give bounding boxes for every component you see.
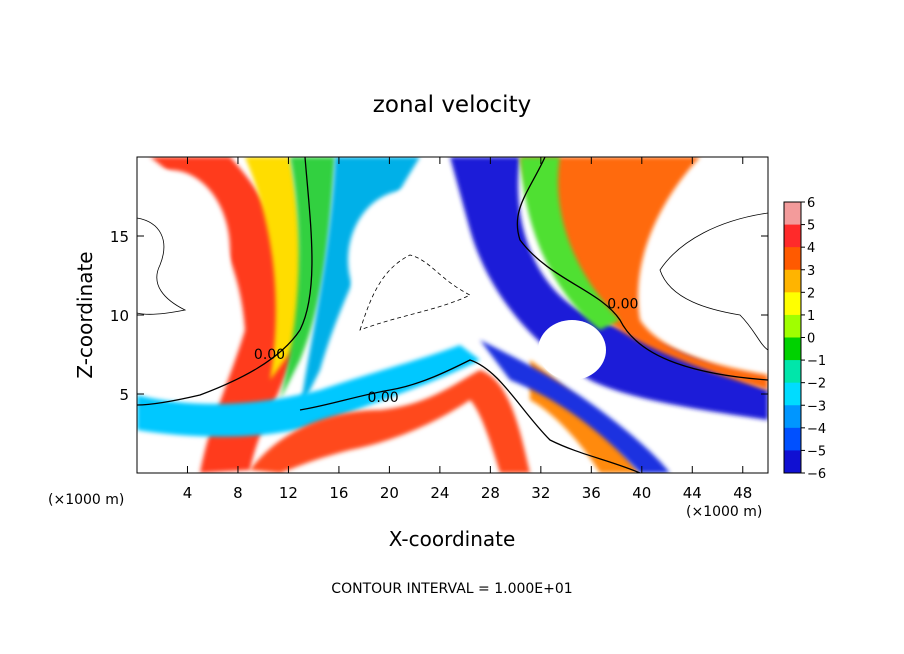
- y-axis-label: Z-coordinate: [73, 251, 97, 378]
- x-axis-ticks: 4 8 12 16 20 24 28 32 36 40 44 48: [183, 157, 752, 502]
- colorbar: 6 5 4 3 2 1 0 −1 −2 −3 −4 −5 −6: [783, 196, 826, 482]
- colorbar-swatch: [784, 427, 801, 451]
- velocity-field: [137, 157, 768, 473]
- y-tick-label: 5: [119, 386, 129, 404]
- positive-jet-left: [150, 157, 300, 473]
- x-tick-label: 16: [329, 484, 348, 502]
- lower-positive-band: [250, 370, 530, 473]
- colorbar-label: −4: [807, 422, 826, 437]
- colorbar-swatch: [784, 292, 801, 316]
- positive-jet-right: [520, 157, 768, 390]
- colorbar-label: −6: [807, 467, 826, 482]
- colorbar-swatch: [784, 360, 801, 384]
- x-tick-label: 20: [380, 484, 399, 502]
- x-tick-label: 48: [733, 484, 752, 502]
- right-blue-band: [480, 340, 670, 473]
- x-tick-label: 36: [582, 484, 601, 502]
- contour-interval-footer: CONTOUR INTERVAL = 1.000E+01: [331, 581, 572, 597]
- zero-region-hole: [538, 320, 606, 380]
- colorbar-swatch: [784, 382, 801, 406]
- zero-region-left: [137, 170, 230, 330]
- colorbar-label: 3: [807, 264, 815, 279]
- x-tick-label: 24: [430, 484, 449, 502]
- colorbar-label: 2: [807, 286, 815, 301]
- colorbar-swatch: [784, 247, 801, 271]
- positive-jet-left-core: [245, 157, 302, 380]
- x-axis-label: X-coordinate: [389, 527, 516, 551]
- contour-label: 0.00: [607, 297, 638, 313]
- contour-label: 0.00: [254, 347, 285, 363]
- colorbar-swatch: [784, 314, 801, 338]
- x-unit-left: (×1000 m): [48, 492, 124, 508]
- zero-contour-right: [516, 157, 768, 381]
- contour-center-dashed: [359, 254, 471, 331]
- colorbar-label: −5: [807, 444, 826, 459]
- zero-region-center: [348, 190, 468, 330]
- colorbar-label: 5: [807, 219, 815, 234]
- x-unit-right: (×1000 m): [686, 504, 762, 520]
- x-tick-label: 12: [279, 484, 298, 502]
- contour-label: 0.00: [368, 390, 399, 406]
- negative-jet-center: [300, 157, 420, 410]
- y-axis-ticks: 5 10 15: [110, 228, 768, 404]
- y-tick-label: 15: [110, 228, 129, 246]
- colorbar-swatch: [784, 405, 801, 429]
- colorbar-label: 4: [807, 241, 815, 256]
- green-band-right: [520, 157, 620, 330]
- zero-contour-lower: [299, 359, 641, 473]
- colorbar-label: 1: [807, 309, 815, 324]
- x-tick-label: 4: [183, 484, 193, 502]
- colorbar-swatch: [784, 269, 801, 293]
- colorbar-swatch: [784, 224, 801, 248]
- colorbar-label: 6: [807, 196, 815, 211]
- colorbar-label: −2: [807, 377, 826, 392]
- lower-shear-band: [137, 345, 480, 437]
- x-tick-label: 32: [531, 484, 550, 502]
- colorbar-swatch: [784, 202, 801, 226]
- chart-title: zonal velocity: [373, 92, 531, 118]
- colorbar-label: −3: [807, 399, 826, 414]
- zero-region-right: [650, 210, 768, 350]
- contour-labels: 0.00 0.00 0.00: [254, 297, 639, 406]
- zero-contour-left: [137, 157, 313, 406]
- x-tick-label: 28: [481, 484, 500, 502]
- negative-jet-right: [450, 157, 768, 420]
- colorbar-label: −1: [807, 354, 826, 369]
- x-tick-label: 44: [683, 484, 702, 502]
- contour-left-loop: [137, 217, 187, 315]
- x-tick-label: 8: [233, 484, 243, 502]
- x-tick-label: 40: [632, 484, 651, 502]
- colorbar-swatch: [784, 450, 801, 474]
- colorbar-swatch: [784, 337, 801, 361]
- contour-right-loop: [659, 212, 768, 351]
- colorbar-label: 0: [807, 332, 815, 347]
- y-tick-label: 10: [110, 307, 129, 325]
